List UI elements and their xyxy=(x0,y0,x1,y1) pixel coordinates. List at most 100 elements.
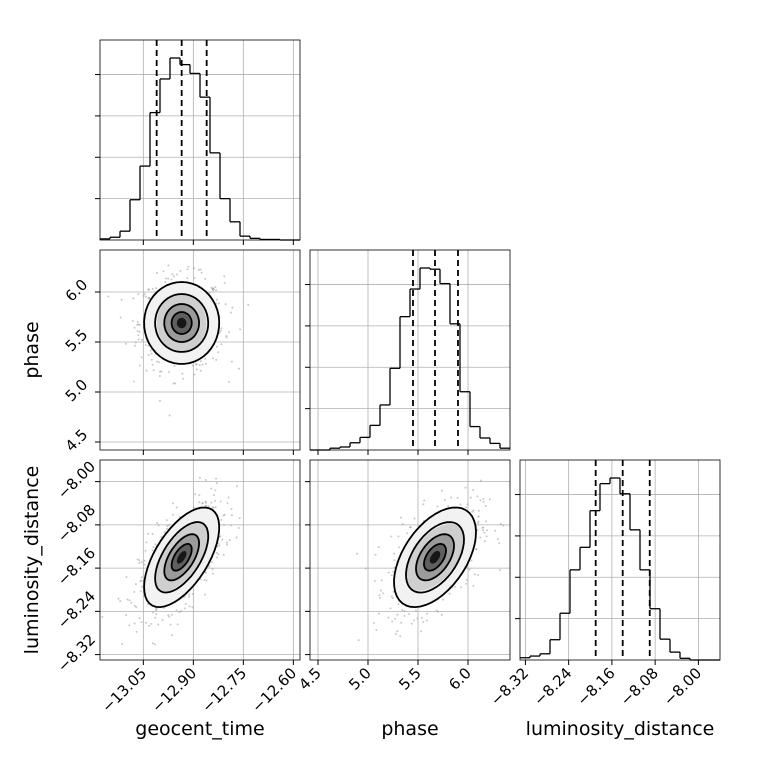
scatter-point xyxy=(133,590,136,593)
scatter-point xyxy=(167,523,170,526)
scatter-point xyxy=(476,522,479,525)
scatter-point xyxy=(390,595,393,598)
scatter-point xyxy=(179,270,182,273)
scatter-point xyxy=(147,354,150,357)
scatter-point xyxy=(219,329,222,332)
scatter-point xyxy=(486,529,489,532)
scatter-point xyxy=(394,632,397,635)
scatter-point xyxy=(470,559,473,562)
scatter-point xyxy=(133,326,136,329)
scatter-point xyxy=(144,621,147,624)
scatter-point xyxy=(215,551,218,554)
scatter-point xyxy=(220,327,223,330)
scatter-point xyxy=(472,509,475,512)
scatter-point xyxy=(389,607,392,610)
scatter-point xyxy=(447,505,450,508)
scatter-point xyxy=(150,358,153,361)
scatter-point xyxy=(230,524,233,527)
scatter-point xyxy=(223,523,226,526)
scatter-point xyxy=(390,535,393,538)
scatter-point xyxy=(398,546,401,549)
scatter-point xyxy=(440,489,443,492)
scatter-point xyxy=(393,552,396,555)
scatter-point xyxy=(128,599,131,602)
scatter-point xyxy=(168,414,171,417)
scatter-point xyxy=(199,360,202,363)
scatter-point xyxy=(211,568,214,571)
scatter-point xyxy=(154,616,157,619)
scatter-point xyxy=(187,265,190,268)
scatter-point xyxy=(195,368,198,371)
scatter-point xyxy=(140,585,143,588)
scatter-point xyxy=(442,598,445,601)
scatter-point xyxy=(147,532,150,535)
scatter-point xyxy=(136,323,139,326)
scatter-point xyxy=(191,364,194,367)
scatter-point xyxy=(409,526,412,529)
scatter-point xyxy=(226,541,229,544)
scatter-point xyxy=(160,370,163,373)
scatter-point xyxy=(195,363,198,366)
scatter-point xyxy=(151,642,154,645)
scatter-point xyxy=(221,538,224,541)
scatter-point xyxy=(203,578,206,581)
scatter-point xyxy=(126,598,129,601)
scatter-point xyxy=(145,369,148,372)
scatter-point xyxy=(216,545,219,548)
scatter-point xyxy=(440,613,443,616)
scatter-point xyxy=(172,502,175,505)
scatter-point xyxy=(382,592,385,595)
scatter-point xyxy=(128,624,131,627)
scatter-point xyxy=(226,502,229,505)
scatter-point xyxy=(172,275,175,278)
scatter-point xyxy=(208,291,211,294)
scatter-point xyxy=(414,609,417,612)
scatter-point xyxy=(130,601,133,604)
scatter-point xyxy=(499,569,502,572)
scatter-point xyxy=(215,345,218,348)
scatter-point xyxy=(485,535,488,538)
scatter-point xyxy=(135,630,138,633)
scatter-point xyxy=(143,563,146,566)
scatter-point xyxy=(171,613,174,616)
scatter-point xyxy=(222,514,225,517)
scatter-point xyxy=(479,499,482,502)
scatter-point xyxy=(374,553,377,556)
scatter-point xyxy=(210,286,213,289)
scatter-point xyxy=(230,508,233,511)
scatter-point xyxy=(197,268,200,271)
scatter-point xyxy=(239,328,242,331)
scatter-point xyxy=(387,616,390,619)
scatter-point xyxy=(488,498,491,501)
scatter-point xyxy=(211,506,214,509)
scatter-point xyxy=(186,268,189,271)
scatter-point xyxy=(235,536,238,539)
scatter-point xyxy=(238,367,241,370)
scatter-point xyxy=(396,630,399,633)
scatter-point xyxy=(204,504,207,507)
scatter-point xyxy=(212,289,215,292)
scatter-point xyxy=(372,622,375,625)
scatter-point xyxy=(145,541,148,544)
scatter-point xyxy=(147,344,150,347)
scatter-point xyxy=(167,264,170,267)
scatter-point xyxy=(214,286,217,289)
scatter-point xyxy=(476,495,479,498)
scatter-point xyxy=(416,617,419,620)
scatter-point xyxy=(137,338,140,341)
scatter-point xyxy=(151,532,154,535)
scatter-point xyxy=(502,524,505,527)
scatter-point xyxy=(135,606,138,609)
xlabel-phase: phase xyxy=(381,718,438,740)
scatter-point xyxy=(448,592,451,595)
contour-line xyxy=(154,293,210,353)
scatter-point xyxy=(157,623,160,626)
scatter-point xyxy=(158,375,161,378)
ylabel-luminosity-distance: luminosity_distance xyxy=(21,466,43,655)
scatter-point xyxy=(396,613,399,616)
scatter-point xyxy=(465,506,468,509)
scatter-point xyxy=(199,268,202,271)
scatter-point xyxy=(472,584,475,587)
panel-frame xyxy=(309,249,511,451)
scatter-point xyxy=(410,622,413,625)
